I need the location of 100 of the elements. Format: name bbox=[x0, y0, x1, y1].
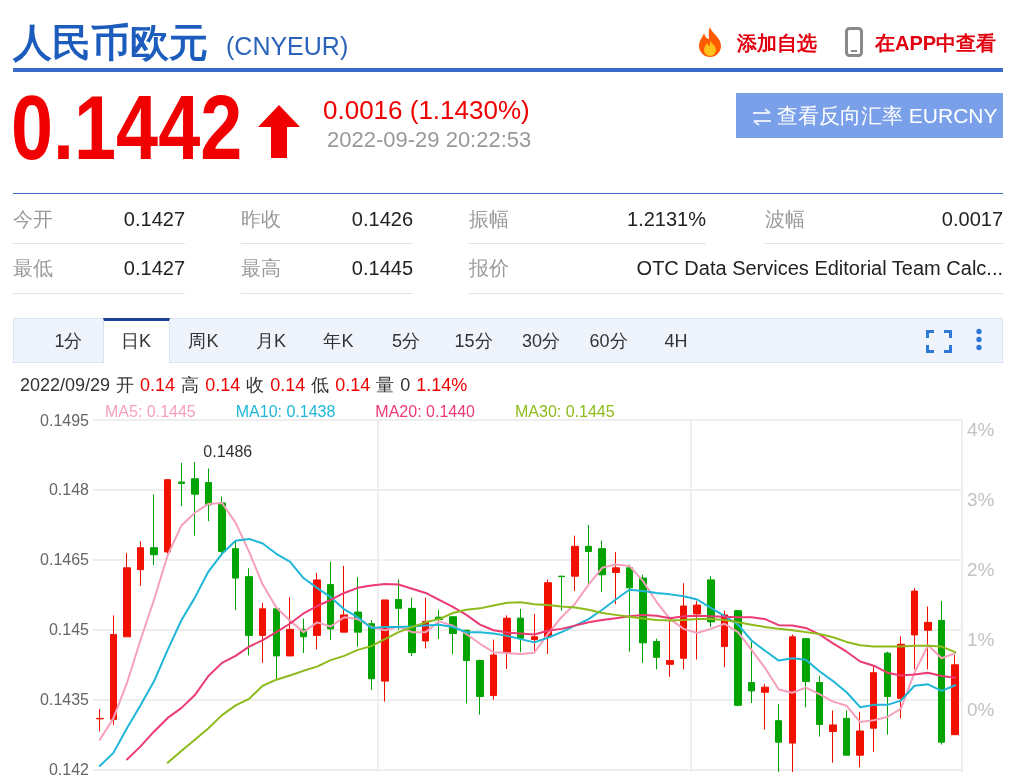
y2-tick-label: 1% bbox=[967, 628, 995, 650]
y2-tick-label: 0% bbox=[967, 698, 995, 720]
candlestick bbox=[490, 639, 497, 701]
candlestick bbox=[164, 478, 171, 555]
text: 2022-09-29 20:22:53 bbox=[327, 127, 532, 153]
candlestick bbox=[205, 467, 212, 522]
candlestick bbox=[748, 641, 755, 704]
candlestick bbox=[286, 596, 294, 657]
text: 高 bbox=[181, 375, 200, 395]
candlestick bbox=[137, 540, 144, 587]
text: 低 bbox=[311, 375, 330, 395]
candlestick bbox=[666, 619, 674, 678]
candlestick bbox=[856, 711, 864, 768]
text: 振幅 bbox=[469, 207, 509, 231]
text: 5分 bbox=[391, 330, 421, 352]
y2-tick-label: 3% bbox=[967, 488, 995, 510]
text: 在APP中查看 bbox=[875, 31, 997, 55]
text: (CNYEUR) bbox=[226, 31, 349, 61]
candlestick bbox=[96, 708, 104, 732]
text: 最高 bbox=[241, 256, 281, 280]
text: 日K bbox=[120, 330, 152, 352]
candlestick bbox=[585, 524, 592, 586]
candlestick bbox=[911, 587, 918, 670]
candlestick bbox=[476, 659, 484, 716]
candlestick bbox=[598, 540, 606, 593]
y2-tick-label: 2% bbox=[967, 558, 995, 580]
candlestick bbox=[924, 605, 932, 670]
candlestick bbox=[802, 638, 810, 708]
candlestick bbox=[951, 654, 959, 736]
candlestick bbox=[381, 599, 389, 703]
text: 量 bbox=[376, 375, 395, 395]
candlestick bbox=[340, 565, 348, 633]
candlestick bbox=[693, 600, 701, 661]
button: 查看反向汇率 EURCNY bbox=[736, 93, 1003, 138]
text: 15分 bbox=[453, 330, 494, 352]
candlestick bbox=[775, 703, 782, 773]
y2-tick-label: 4% bbox=[967, 419, 995, 440]
candlestick bbox=[829, 709, 837, 764]
text: 月K bbox=[255, 330, 287, 352]
y-tick-label: 0.1495 bbox=[40, 411, 90, 429]
text: 开 bbox=[116, 375, 135, 395]
text: 0.1442 bbox=[11, 78, 243, 178]
candlestick bbox=[531, 613, 538, 654]
text: 0.14 bbox=[140, 375, 176, 395]
text: 0 bbox=[400, 375, 411, 395]
candlestick bbox=[368, 619, 375, 691]
text: MA20: 0.1440 bbox=[375, 402, 476, 420]
candlestick bbox=[884, 651, 891, 736]
text: 1.2131% bbox=[627, 207, 706, 231]
line-series bbox=[98, 537, 957, 767]
text: 添加自选 bbox=[737, 31, 817, 55]
text: 4H bbox=[663, 330, 689, 352]
text: 今开 bbox=[13, 207, 53, 231]
candlestick bbox=[626, 564, 633, 653]
candlestick bbox=[273, 608, 280, 680]
text: 0.1445 bbox=[351, 256, 413, 280]
text: MA30: 0.1445 bbox=[514, 402, 615, 420]
candlestick bbox=[110, 614, 117, 726]
y-tick-label: 0.148 bbox=[48, 481, 90, 499]
text: 报价 bbox=[469, 256, 509, 280]
y-tick-label: 0.142 bbox=[48, 761, 90, 779]
text: 0.14 bbox=[205, 375, 241, 395]
y-tick-label: 0.1465 bbox=[40, 551, 90, 569]
text: 2022/09/29 bbox=[20, 375, 111, 395]
y-tick-label: 0.145 bbox=[48, 621, 90, 639]
text: 0.1427 bbox=[123, 256, 185, 280]
text: 0.1427 bbox=[123, 207, 185, 231]
text: 年K bbox=[322, 330, 355, 352]
candlestick bbox=[897, 635, 905, 719]
line-series bbox=[125, 583, 957, 761]
candlestick bbox=[816, 675, 823, 738]
text: 0.1426 bbox=[351, 207, 413, 231]
candlestick bbox=[789, 633, 796, 773]
text: 收 bbox=[246, 375, 265, 395]
candlestick bbox=[612, 551, 620, 605]
candlestick bbox=[395, 578, 402, 631]
candlestick bbox=[245, 567, 253, 656]
candlestick bbox=[870, 665, 877, 753]
text: MA5: 0.1445 bbox=[105, 402, 196, 420]
candlestick bbox=[761, 683, 769, 731]
text: 60分 bbox=[588, 330, 629, 352]
text: 0.0016 (1.1430%) bbox=[323, 94, 530, 126]
candlestick bbox=[680, 582, 687, 670]
text: 昨收 bbox=[241, 207, 281, 231]
text: 0.14 bbox=[335, 375, 371, 395]
candlestick bbox=[191, 461, 199, 537]
text: 人民币欧元 bbox=[13, 19, 208, 66]
candlestick bbox=[653, 638, 660, 670]
text: 周K bbox=[187, 330, 220, 352]
text: 波幅 bbox=[765, 207, 805, 231]
y-tick-label: 0.1435 bbox=[40, 691, 90, 709]
line-series bbox=[98, 501, 957, 741]
text: 0.0017 bbox=[941, 207, 1003, 231]
text: MA10: 0.1438 bbox=[235, 402, 336, 420]
text: 1分 bbox=[53, 330, 84, 352]
candlestick bbox=[843, 709, 850, 756]
candlestick bbox=[178, 462, 185, 507]
candlestick bbox=[571, 535, 579, 592]
candlestick bbox=[123, 552, 131, 638]
text: 30分 bbox=[521, 330, 561, 352]
